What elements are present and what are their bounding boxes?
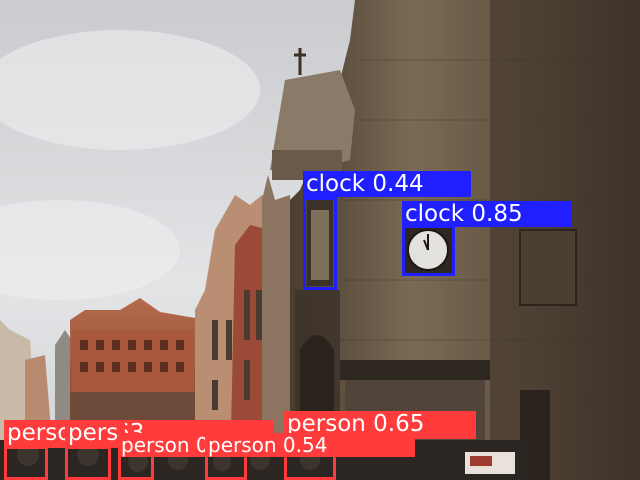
person-detection-box: [4, 446, 48, 480]
astronomical-clock-tower: [270, 0, 640, 480]
clock-detection-label: clock 0.44: [303, 171, 471, 197]
person-detection-label: person 0.54: [205, 433, 415, 457]
clock-detection-box: [402, 225, 455, 276]
gothic-facades: [195, 175, 300, 480]
clock-detection-box: [303, 197, 337, 290]
person-detection-box: [65, 446, 111, 480]
person-detection-label: pers: [65, 420, 125, 448]
clock-detection-label: clock 0.85: [402, 201, 572, 227]
